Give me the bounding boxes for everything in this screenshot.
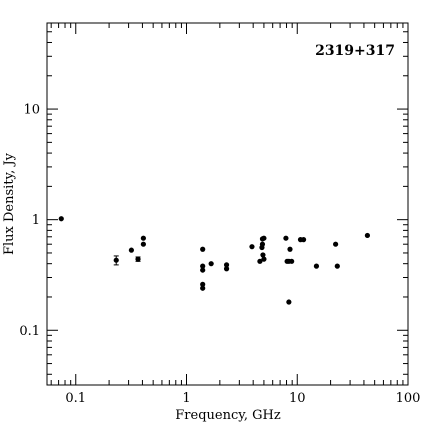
data-point: [289, 258, 295, 264]
data-point: [333, 241, 339, 247]
y-tick-label: 0.1: [19, 324, 40, 339]
data-point: [223, 262, 230, 268]
y-axis-ticks: [47, 22, 408, 375]
data-point: [287, 246, 293, 252]
data-point: [283, 235, 289, 241]
data-point: [200, 285, 206, 291]
x-tick-label: 1: [182, 391, 190, 406]
data-point: [259, 241, 266, 247]
y-tick-label: 10: [23, 103, 40, 118]
x-tick-label: 100: [396, 391, 421, 406]
data-point: [58, 216, 64, 222]
data-point: [364, 232, 371, 239]
x-axis-label: Frequency, GHz: [175, 408, 281, 423]
data-point: [313, 263, 320, 269]
data-point: [113, 257, 119, 263]
chart-title: 2319+317: [315, 43, 395, 59]
data-point: [286, 299, 292, 305]
data-point: [135, 256, 141, 262]
x-tick-label: 10: [289, 391, 306, 406]
data-point: [200, 281, 206, 287]
x-axis-tick-labels: 0.1 1 10 100: [65, 391, 420, 406]
data-point: [128, 247, 134, 253]
plot-frame: [46, 22, 409, 386]
x-tick-label: 0.1: [65, 391, 86, 406]
data-point: [261, 256, 267, 262]
data-point: [334, 263, 340, 269]
data-point: [140, 235, 146, 241]
data-point: [208, 261, 214, 267]
x-axis-ticks: [50, 23, 409, 385]
data-points: [58, 216, 371, 305]
y-tick-label: 1: [32, 213, 40, 228]
data-point: [261, 235, 267, 241]
data-point: [260, 252, 266, 258]
data-point: [249, 244, 255, 250]
data-point: [200, 267, 206, 273]
data-point: [257, 258, 263, 264]
data-point: [223, 266, 230, 272]
y-axis-tick-labels: 0.1 1 10: [19, 103, 40, 339]
data-point: [200, 246, 206, 252]
data-point: [200, 263, 206, 269]
data-point: [300, 237, 307, 243]
data-point: [140, 241, 146, 247]
y-axis-label: Flux Density, Jy: [2, 152, 17, 255]
